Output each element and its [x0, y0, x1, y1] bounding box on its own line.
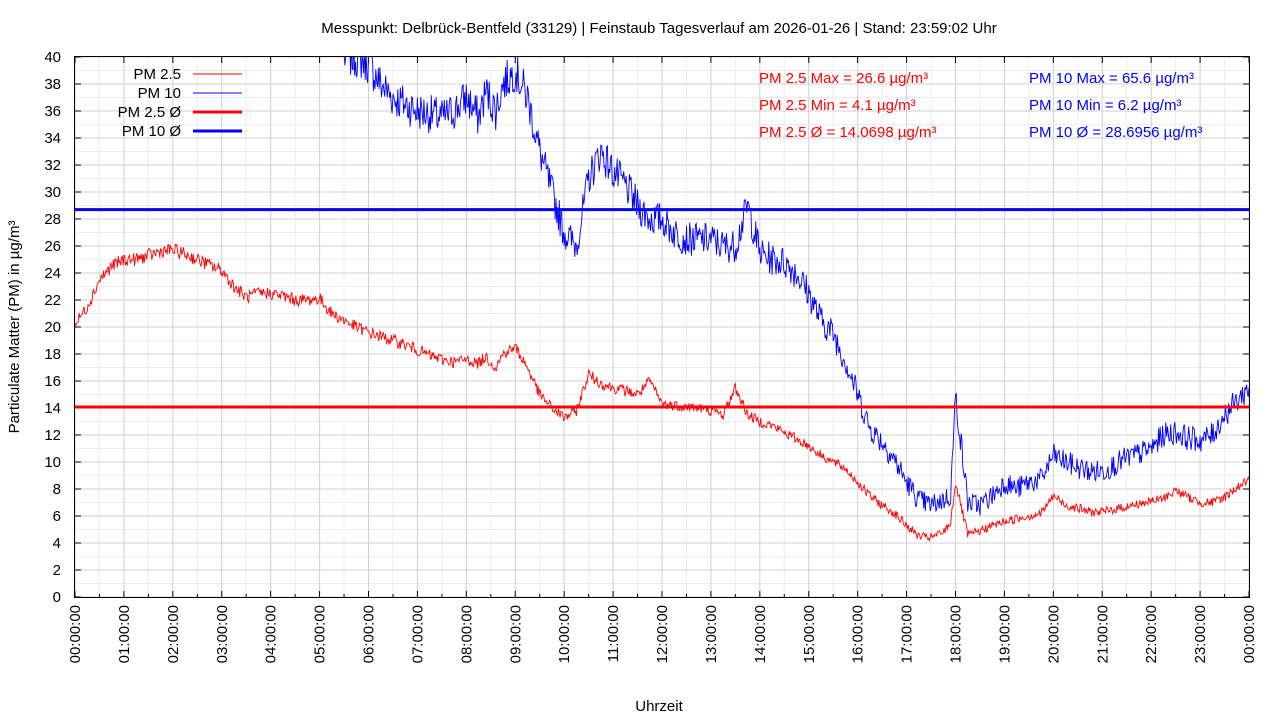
- y-tick-label: 10: [44, 454, 61, 471]
- y-tick-label: 36: [44, 103, 61, 120]
- x-tick-label: 03:00:00: [214, 605, 231, 663]
- x-tick-label: 06:00:00: [361, 605, 378, 663]
- x-axis-label: Uhrzeit: [635, 698, 683, 715]
- y-tick-label: 22: [44, 292, 61, 309]
- x-tick-label: 14:00:00: [752, 605, 769, 663]
- stat-pm10-avg: PM 10 Ø = 28.6956 µg/m³: [1029, 124, 1202, 141]
- y-axis-label: Particulate Matter (PM) in µg/m³: [6, 221, 23, 434]
- x-tick-label: 11:00:00: [605, 605, 622, 662]
- y-tick-label: 2: [53, 562, 61, 579]
- x-tick-label: 16:00:00: [850, 605, 867, 663]
- x-tick-label: 15:00:00: [801, 605, 818, 663]
- series-line-pm25: [75, 243, 1249, 543]
- stat-pm10-max: PM 10 Max = 65.6 µg/m³: [1029, 70, 1194, 87]
- y-tick-label: 18: [44, 346, 61, 363]
- plot-frame: [74, 56, 1250, 598]
- stat-pm25-max: PM 2.5 Max = 26.6 µg/m³: [759, 70, 928, 87]
- y-tick-label: 6: [53, 508, 61, 525]
- x-tick-label: 21:00:00: [1094, 605, 1111, 663]
- x-tick-label: 00:00:00: [67, 605, 84, 663]
- x-tick-label: 10:00:00: [556, 605, 573, 663]
- x-tick-label: 05:00:00: [312, 605, 329, 663]
- stats-annotations: PM 2.5 Max = 26.6 µg/m³ PM 2.5 Min = 4.1…: [759, 70, 1202, 141]
- y-tick-label: 30: [44, 184, 61, 201]
- stat-pm25-avg: PM 2.5 Ø = 14.0698 µg/m³: [759, 124, 936, 141]
- x-tick-label: 07:00:00: [409, 605, 426, 663]
- y-tick-label: 14: [44, 400, 61, 417]
- x-tick-label: 19:00:00: [996, 605, 1013, 663]
- y-tick-label: 40: [44, 49, 61, 66]
- x-tick-label: 09:00:00: [507, 605, 524, 663]
- chart-title: Messpunkt: Delbrück-Bentfeld (33129) | F…: [321, 20, 996, 37]
- x-tick-label: 04:00:00: [263, 605, 280, 663]
- y-tick-label: 0: [53, 589, 61, 606]
- y-tick-label: 4: [53, 535, 61, 552]
- legend-label-pm25-avg: PM 2.5 Ø: [118, 104, 182, 121]
- y-tick-label: 20: [44, 319, 61, 336]
- series-group: [75, 57, 1249, 543]
- x-axis: 00:00:00 01:00:00 02:00:00 03:00:00 04:00:00…: [67, 57, 1258, 663]
- x-tick-label: 08:00:00: [458, 605, 475, 663]
- x-tick-label: 00:00:00: [1241, 605, 1258, 663]
- x-tick-label: 17:00:00: [899, 605, 916, 663]
- y-tick-label: 12: [44, 427, 61, 444]
- x-tick-label: 18:00:00: [948, 605, 965, 663]
- y-tick-label: 24: [44, 265, 61, 282]
- stat-pm10-min: PM 10 Min = 6.2 µg/m³: [1029, 97, 1181, 114]
- x-tick-label: 01:00:00: [116, 605, 133, 663]
- x-tick-label: 22:00:00: [1143, 605, 1160, 663]
- legend-label-pm25: PM 2.5: [133, 66, 181, 83]
- y-tick-label: 8: [53, 481, 61, 498]
- y-tick-label: 16: [44, 373, 61, 390]
- y-tick-label: 28: [44, 211, 61, 228]
- x-tick-label: 20:00:00: [1045, 605, 1062, 663]
- y-tick-label: 26: [44, 238, 61, 255]
- x-tick-label: 12:00:00: [654, 605, 671, 663]
- series-line-pm10: [343, 57, 1249, 516]
- y-tick-label: 32: [44, 157, 61, 174]
- x-tick-label: 02:00:00: [165, 605, 182, 663]
- legend: PM 2.5 PM 10 PM 2.5 Ø PM 10 Ø: [118, 66, 242, 140]
- stat-pm25-min: PM 2.5 Min = 4.1 µg/m³: [759, 97, 916, 114]
- legend-label-pm10: PM 10: [138, 85, 181, 102]
- legend-label-pm10-avg: PM 10 Ø: [122, 123, 182, 140]
- y-tick-label: 38: [44, 76, 61, 93]
- y-tick-label: 34: [44, 130, 61, 147]
- x-tick-label: 13:00:00: [703, 605, 720, 663]
- x-tick-label: 23:00:00: [1192, 605, 1209, 663]
